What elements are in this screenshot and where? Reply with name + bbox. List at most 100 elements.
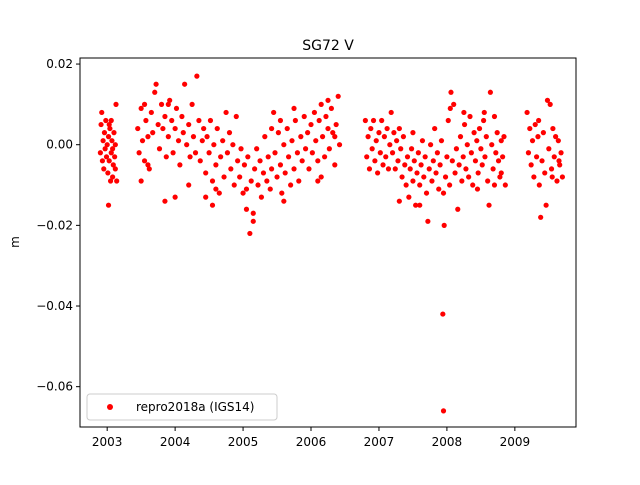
data-point [396, 198, 402, 204]
y-tick-label: 0.02 [46, 57, 73, 71]
data-point [203, 194, 209, 200]
data-point [319, 134, 326, 140]
data-point [415, 150, 421, 156]
data-point [245, 154, 251, 160]
data-point [452, 170, 458, 176]
data-point [240, 190, 246, 196]
legend: repro2018a (IGS14) [86, 393, 278, 421]
data-point [267, 186, 273, 192]
data-point [105, 134, 112, 140]
data-point [298, 134, 304, 140]
y-tick-label: 0.00 [46, 138, 73, 152]
data-point [192, 150, 199, 156]
data-point [107, 125, 113, 132]
data-point [109, 138, 115, 144]
legend-marker-icon [107, 404, 113, 410]
data-point [536, 182, 542, 188]
data-point [362, 117, 368, 124]
data-point [411, 158, 417, 164]
data-point [296, 178, 302, 184]
data-point [369, 146, 375, 152]
data-point [326, 146, 332, 152]
data-point [108, 117, 114, 124]
data-point [102, 146, 108, 152]
data-point [143, 117, 149, 124]
data-point [302, 146, 309, 152]
data-point [112, 142, 118, 148]
data-point [442, 174, 449, 180]
data-point [404, 154, 411, 160]
x-tick-label: 2004 [160, 435, 191, 449]
data-point [447, 105, 453, 112]
data-point [400, 134, 407, 140]
data-point [366, 166, 373, 172]
data-point [292, 117, 298, 124]
data-point [252, 166, 258, 172]
data-point [464, 142, 470, 148]
data-point [467, 113, 473, 120]
data-point [322, 154, 328, 160]
data-point [474, 186, 481, 192]
data-point [437, 162, 443, 168]
data-point [265, 154, 271, 160]
x-tick-label: 2006 [296, 435, 327, 449]
data-point [394, 138, 400, 144]
data-point [194, 73, 200, 79]
data-point [381, 134, 387, 140]
data-point [99, 109, 105, 116]
data-point [163, 154, 169, 160]
data-point [172, 125, 178, 132]
data-point [432, 125, 438, 132]
data-point [141, 158, 148, 164]
x-tick-label: 2009 [500, 435, 531, 449]
y-tick-label: −0.02 [36, 218, 73, 232]
data-point [152, 89, 158, 95]
data-point [491, 182, 498, 188]
data-point [498, 138, 504, 144]
x-tick-label: 2003 [92, 435, 123, 449]
data-point [288, 182, 294, 188]
data-point [408, 146, 415, 152]
data-point [291, 105, 297, 112]
data-point [490, 166, 496, 172]
data-point [250, 218, 256, 224]
data-point [555, 138, 561, 144]
data-point [531, 174, 537, 180]
data-point [554, 178, 560, 184]
data-point [190, 134, 197, 140]
data-point [389, 150, 396, 156]
data-point [380, 162, 386, 168]
data-point [403, 182, 409, 188]
data-point [186, 182, 192, 188]
data-point [543, 202, 549, 208]
data-point [103, 117, 109, 124]
data-point [97, 150, 103, 156]
data-point [279, 190, 285, 196]
data-point [333, 121, 339, 128]
data-point [257, 158, 263, 164]
data-point [160, 125, 166, 132]
data-point [254, 146, 260, 152]
x-tick-label: 2005 [228, 435, 259, 449]
data-point [377, 150, 383, 156]
data-point [105, 202, 112, 208]
data-point [556, 158, 562, 164]
y-tick-label: −0.04 [36, 299, 73, 313]
data-point [103, 154, 110, 160]
data-point [162, 113, 168, 120]
data-point [220, 138, 226, 144]
data-point [204, 134, 210, 140]
data-point [305, 130, 311, 136]
data-point [269, 125, 275, 132]
data-point [301, 113, 307, 120]
data-point [281, 142, 287, 148]
data-point [493, 150, 499, 156]
data-point [165, 134, 171, 140]
data-point [141, 101, 148, 107]
data-point [318, 101, 324, 107]
data-point [335, 93, 341, 99]
data-point [406, 194, 412, 200]
data-point [104, 142, 110, 148]
data-point [421, 174, 427, 180]
